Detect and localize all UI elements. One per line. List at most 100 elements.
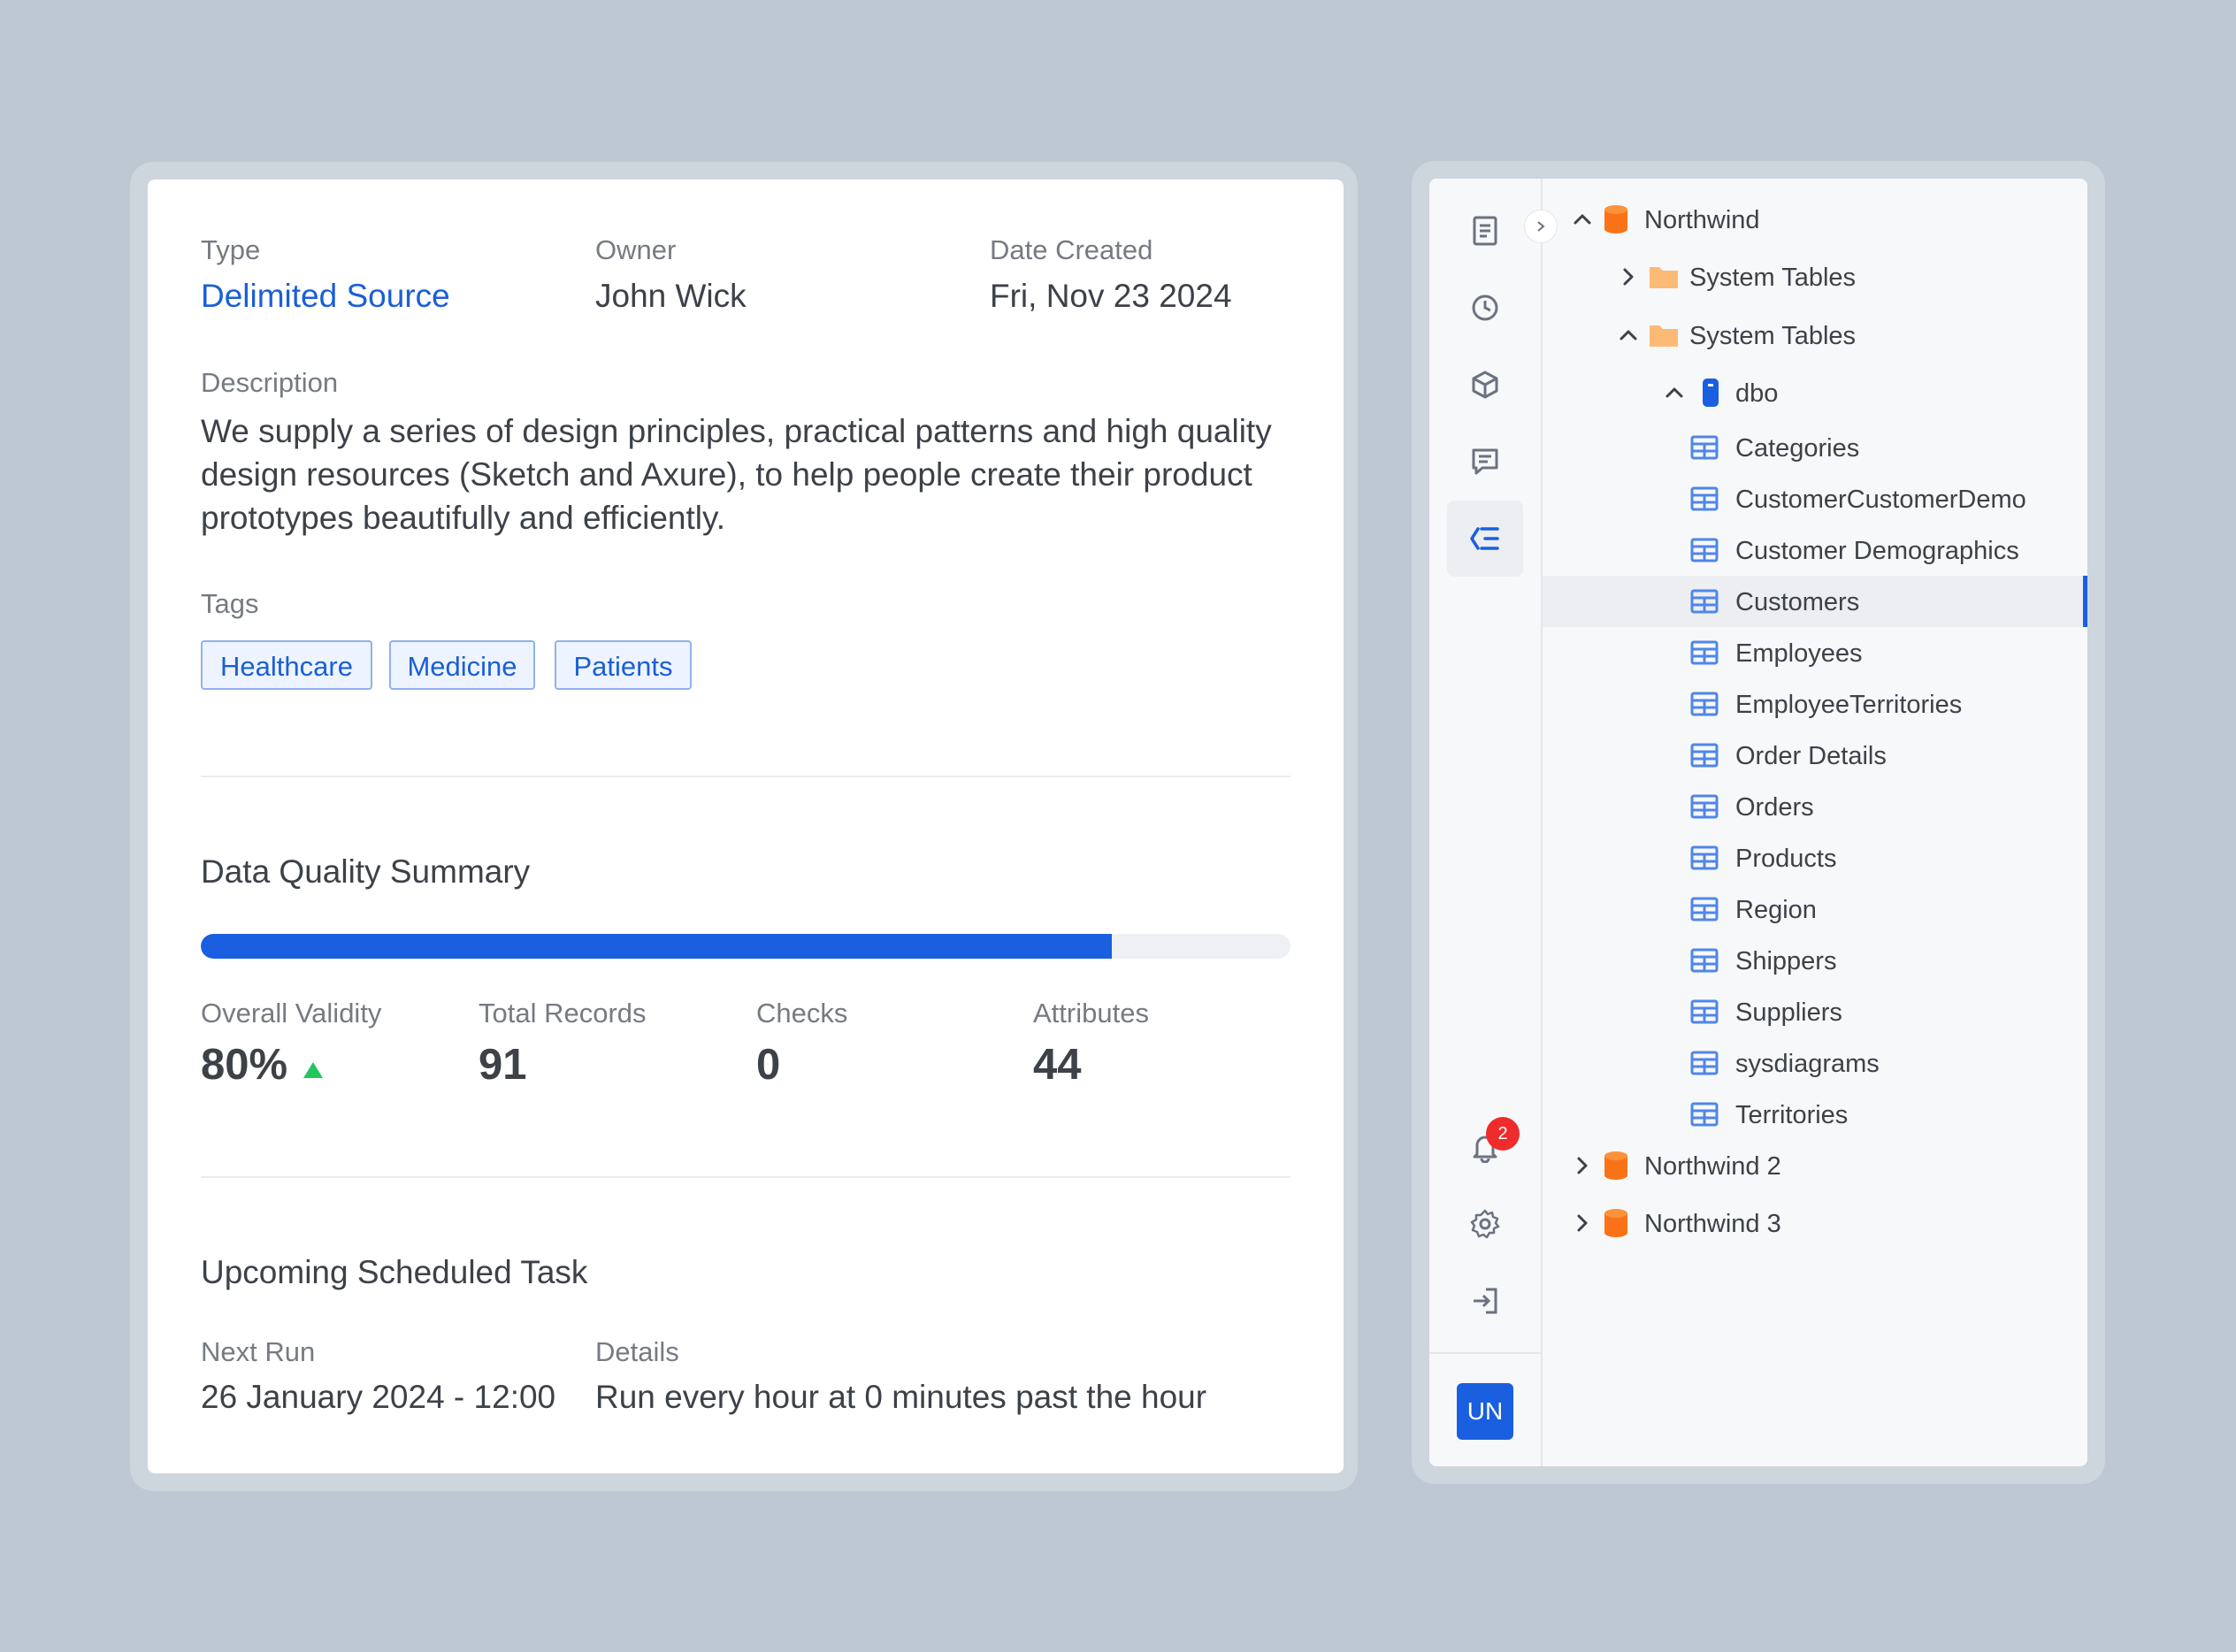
next-run-label: Next Run [201, 1336, 316, 1367]
quality-progress-fill [201, 934, 1112, 959]
explorer-panel: 2 UN Northwind System Tables System Tables… [1429, 179, 2087, 1466]
schema-icon [1701, 377, 1720, 413]
tree-item-label: Territories [1735, 1101, 1849, 1129]
type-value-link[interactable]: Delimited Source [201, 278, 450, 314]
table-icon [1690, 948, 1719, 977]
tree-item-table[interactable]: Categories [1543, 422, 2087, 473]
folder-icon [1648, 264, 1680, 294]
logout-icon[interactable] [1447, 1263, 1523, 1339]
type-label: Type [201, 234, 261, 265]
tree-item-folder[interactable]: System Tables [1543, 251, 2087, 302]
collapse-toggle-button[interactable] [1524, 210, 1558, 243]
stat-overall-validity: 80% [201, 1040, 324, 1090]
tree-item-label: Shippers [1735, 947, 1837, 975]
tree-item-table[interactable]: CustomerCustomerDemo [1543, 473, 2087, 524]
tree-item-table[interactable]: Products [1543, 832, 2087, 883]
tree-item-table[interactable]: Order Details [1543, 730, 2087, 781]
tree-item-schema[interactable]: dbo [1543, 367, 2087, 418]
date-created-value: Fri, Nov 23 2024 [990, 278, 1232, 314]
table-icon [1690, 897, 1719, 926]
tree-item-table[interactable]: Territories [1543, 1089, 2087, 1140]
stat-value-overall-validity: 80% [201, 1041, 288, 1089]
next-run-value: 26 January 2024 - 12:00 [201, 1379, 556, 1415]
tree-item-table[interactable]: Shippers [1543, 935, 2087, 986]
table-icon [1690, 999, 1719, 1029]
tree-item-table[interactable]: Suppliers [1543, 986, 2087, 1037]
stat-value-checks: 0 [756, 1041, 781, 1089]
cube-icon[interactable] [1447, 347, 1523, 423]
table-icon [1690, 845, 1719, 875]
table-icon [1690, 538, 1719, 567]
tree-item-database[interactable]: Northwind 2 [1543, 1140, 2087, 1191]
tree-item-table[interactable]: Customer Demographics [1543, 524, 2087, 576]
chevron-up-icon[interactable] [1618, 325, 1639, 350]
stat-label-attributes: Attributes [1033, 998, 1149, 1029]
tree-item-label: Northwind 3 [1644, 1210, 1781, 1238]
tree-item-label: System Tables [1689, 322, 1857, 350]
tree-item-label: sysdiagrams [1735, 1050, 1880, 1078]
tree-item-table[interactable]: Region [1543, 883, 2087, 935]
tree-item-label: Northwind [1644, 206, 1760, 234]
tree-item-table[interactable]: EmployeeTerritories [1543, 678, 2087, 730]
tree-icon[interactable] [1447, 501, 1523, 577]
tree-item-label: System Tables [1689, 264, 1857, 292]
divider [201, 1176, 1290, 1178]
database-icon [1603, 1150, 1629, 1186]
tag-medicine[interactable]: Medicine [389, 640, 535, 690]
tree-item-label: Northwind 2 [1644, 1152, 1781, 1181]
stat-label-overall-validity: Overall Validity [201, 998, 382, 1029]
table-icon [1690, 435, 1719, 464]
tag-healthcare[interactable]: Healthcare [201, 640, 372, 690]
chevron-right-icon[interactable] [1572, 1212, 1593, 1238]
table-icon [1690, 743, 1719, 772]
tree-item-table[interactable]: sysdiagrams [1543, 1037, 2087, 1089]
tree-item-label: EmployeeTerritories [1735, 691, 1963, 719]
tree-item-database[interactable]: Northwind 3 [1543, 1197, 2087, 1249]
description-label: Description [201, 367, 339, 398]
table-icon [1690, 692, 1719, 721]
avatar[interactable]: UN [1457, 1383, 1513, 1440]
message-icon[interactable] [1447, 424, 1523, 500]
database-icon [1603, 1207, 1629, 1243]
tree-item-label: Products [1735, 845, 1837, 873]
tree-item-label: Suppliers [1735, 998, 1842, 1027]
chevron-right-icon [1537, 221, 1545, 232]
tree-item-label: Categories [1735, 434, 1860, 463]
table-icon [1690, 794, 1719, 823]
quality-title: Data Quality Summary [201, 853, 531, 890]
tree-item-table[interactable]: Employees [1543, 627, 2087, 678]
schedule-details-value: Run every hour at 0 minutes past the hou… [595, 1379, 1207, 1415]
quality-progress-bar [201, 934, 1290, 959]
icon-rail: 2 UN [1429, 179, 1543, 1466]
tree-item-table[interactable]: Customers [1543, 576, 2087, 627]
chevron-right-icon[interactable] [1572, 1155, 1593, 1181]
clock-icon[interactable] [1447, 270, 1523, 346]
document-icon[interactable] [1447, 193, 1523, 269]
owner-value: John Wick [595, 278, 747, 314]
stat-label-total-records: Total Records [479, 998, 647, 1029]
divider [201, 776, 1290, 777]
chevron-right-icon[interactable] [1618, 266, 1639, 292]
chevron-up-icon[interactable] [1664, 382, 1685, 408]
tree-item-label: Employees [1735, 639, 1863, 668]
tree-item-table[interactable]: Orders [1543, 781, 2087, 832]
chevron-up-icon[interactable] [1572, 209, 1593, 234]
tree-item-label: Customer Demographics [1735, 537, 2019, 565]
tree-item-folder[interactable]: System Tables [1543, 310, 2087, 361]
tag-patients[interactable]: Patients [555, 640, 692, 690]
description-text: We supply a series of design principles,… [201, 413, 1272, 536]
tree-item-database[interactable]: Northwind [1543, 194, 2087, 245]
table-icon [1690, 1102, 1719, 1131]
stat-label-checks: Checks [756, 998, 848, 1029]
trend-up-icon [303, 1061, 324, 1078]
tags-label: Tags [201, 588, 259, 619]
tree-item-label: CustomerCustomerDemo [1735, 486, 2026, 514]
notification-badge: 2 [1486, 1117, 1520, 1151]
table-icon [1690, 640, 1719, 669]
tree-item-label: Orders [1735, 793, 1814, 822]
database-icon [1603, 203, 1629, 240]
table-icon [1690, 1051, 1719, 1080]
stat-value-total-records: 91 [479, 1041, 527, 1089]
schedule-title: Upcoming Scheduled Task [201, 1254, 588, 1290]
gear-icon[interactable] [1447, 1186, 1523, 1262]
